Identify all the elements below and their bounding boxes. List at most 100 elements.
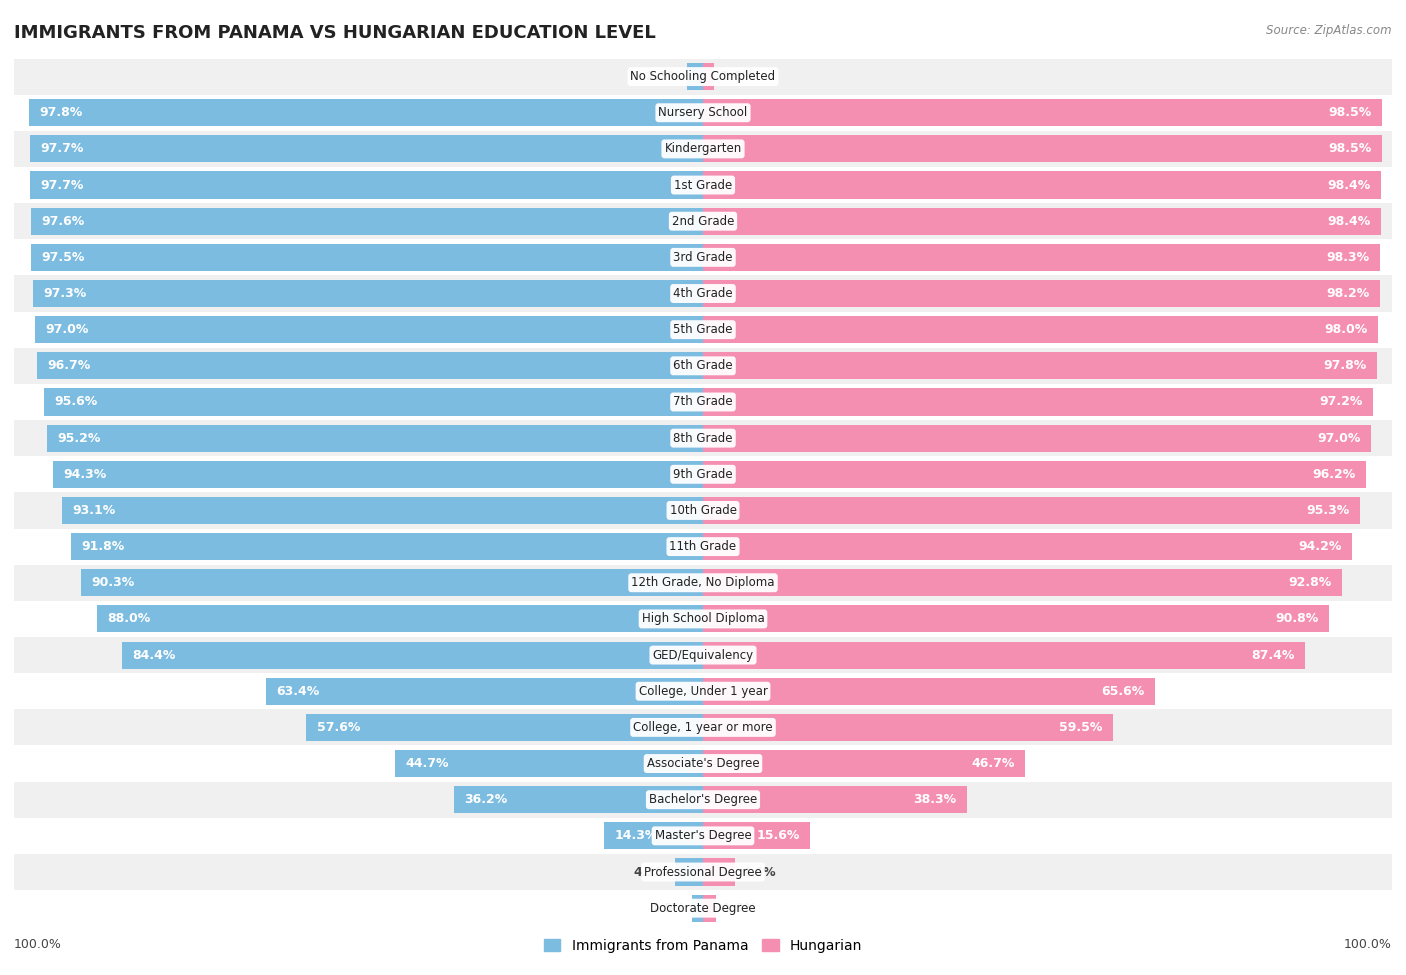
Bar [692,895,703,921]
Text: 93.1%: 93.1% [72,504,115,517]
Bar [14,528,1392,565]
Bar [14,492,1392,528]
Text: 98.4%: 98.4% [1327,178,1371,191]
Text: College, Under 1 year: College, Under 1 year [638,684,768,698]
Text: Associate's Degree: Associate's Degree [647,757,759,770]
Text: 97.3%: 97.3% [44,287,86,300]
Text: High School Diploma: High School Diploma [641,612,765,625]
Bar [605,822,703,849]
Text: 6th Grade: 6th Grade [673,360,733,372]
Bar [703,642,1305,669]
Bar [14,890,1392,926]
Text: 100.0%: 100.0% [14,938,62,951]
Text: 87.4%: 87.4% [1251,648,1295,662]
Bar [14,601,1392,637]
Bar [703,786,967,813]
Bar [703,280,1379,307]
Bar [703,714,1114,741]
Text: 97.5%: 97.5% [42,251,84,264]
Text: 98.2%: 98.2% [1326,287,1369,300]
Bar [703,316,1378,343]
Bar [62,497,703,524]
Text: 97.8%: 97.8% [1323,360,1367,372]
Bar [703,678,1154,705]
Legend: Immigrants from Panama, Hungarian: Immigrants from Panama, Hungarian [538,933,868,958]
Text: 44.7%: 44.7% [405,757,449,770]
Bar [266,678,703,705]
Text: 97.6%: 97.6% [41,214,84,228]
Bar [14,95,1392,131]
Bar [395,750,703,777]
Bar [703,895,716,921]
Bar [48,424,703,451]
Text: 59.5%: 59.5% [1059,721,1102,734]
Bar [14,818,1392,854]
Text: 97.0%: 97.0% [45,323,89,336]
Bar [703,424,1371,451]
Bar [30,99,703,127]
Bar [30,172,703,199]
Bar [31,208,703,235]
Bar [31,244,703,271]
Text: 95.6%: 95.6% [55,396,98,409]
Bar [14,167,1392,203]
Text: Nursery School: Nursery School [658,106,748,119]
Text: 4.6%: 4.6% [741,866,776,878]
Text: 97.2%: 97.2% [1319,396,1362,409]
Text: 98.5%: 98.5% [1329,142,1371,155]
Bar [703,99,1382,127]
Text: 94.2%: 94.2% [1298,540,1341,553]
Text: 38.3%: 38.3% [914,794,956,806]
Text: 9th Grade: 9th Grade [673,468,733,481]
Bar [688,63,703,90]
Bar [14,565,1392,601]
Bar [703,208,1381,235]
Bar [703,822,810,849]
Bar [14,782,1392,818]
Bar [703,497,1360,524]
Bar [703,461,1365,488]
Text: 10th Grade: 10th Grade [669,504,737,517]
Bar [14,673,1392,710]
Bar [121,642,703,669]
Bar [32,280,703,307]
Bar [703,136,1382,163]
Text: No Schooling Completed: No Schooling Completed [630,70,776,83]
Text: College, 1 year or more: College, 1 year or more [633,721,773,734]
Text: 1.6%: 1.6% [721,70,755,83]
Text: 98.0%: 98.0% [1324,323,1368,336]
Text: 4.1%: 4.1% [633,866,668,878]
Text: 96.2%: 96.2% [1312,468,1355,481]
Bar [14,420,1392,456]
Bar [14,456,1392,492]
Bar [703,352,1376,379]
Text: 90.8%: 90.8% [1275,612,1319,625]
Bar [37,352,703,379]
Text: 4th Grade: 4th Grade [673,287,733,300]
Bar [45,388,703,415]
Bar [14,58,1392,95]
Bar [14,275,1392,312]
Bar [703,172,1381,199]
Text: 2nd Grade: 2nd Grade [672,214,734,228]
Text: Source: ZipAtlas.com: Source: ZipAtlas.com [1267,24,1392,37]
Text: 63.4%: 63.4% [277,684,319,698]
Text: 36.2%: 36.2% [464,794,508,806]
Text: 11th Grade: 11th Grade [669,540,737,553]
Bar [307,714,703,741]
Bar [14,854,1392,890]
Text: 94.3%: 94.3% [63,468,107,481]
Text: 65.6%: 65.6% [1101,684,1144,698]
Bar [14,348,1392,384]
Text: 92.8%: 92.8% [1289,576,1331,589]
Bar [14,203,1392,239]
Bar [14,710,1392,746]
Bar [14,384,1392,420]
Bar [703,63,714,90]
Text: 97.7%: 97.7% [41,178,83,191]
Text: 98.3%: 98.3% [1327,251,1369,264]
Bar [30,136,703,163]
Bar [70,533,703,561]
Bar [82,569,703,597]
Text: 12th Grade, No Diploma: 12th Grade, No Diploma [631,576,775,589]
